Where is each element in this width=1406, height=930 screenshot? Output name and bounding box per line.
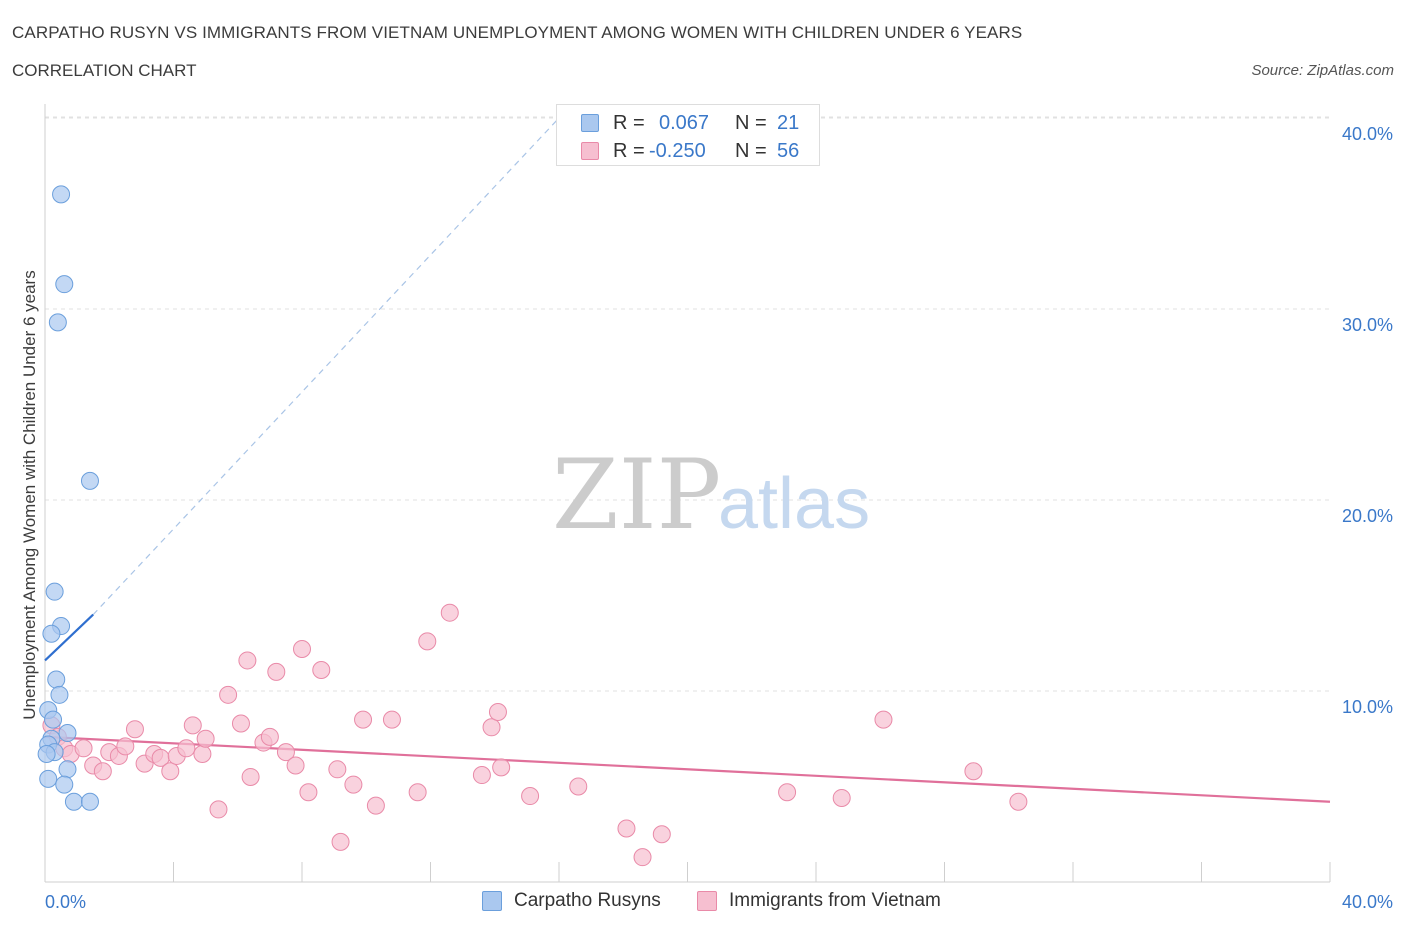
tick-labels: 10.0% 20.0% 30.0% 40.0% 0.0% 40.0% <box>45 124 1393 912</box>
chart-title: CARPATHO RUSYN VS IMMIGRANTS FROM VIETNA… <box>12 23 1023 42</box>
point-vietnam <box>382 710 401 729</box>
pink-swatch <box>697 891 717 911</box>
point-vietnam <box>260 727 279 746</box>
point-vietnam <box>440 603 459 622</box>
chart-subtitle: CORRELATION CHART <box>12 61 197 80</box>
pink-swatch <box>581 142 599 160</box>
point-vietnam <box>492 758 511 777</box>
point-vietnam <box>183 716 202 735</box>
r-label: R = <box>613 140 645 162</box>
point-vietnam <box>344 775 363 794</box>
point-vietnam <box>408 783 427 802</box>
point-carpatho <box>80 471 99 490</box>
r-label: R = <box>613 112 645 134</box>
point-vietnam <box>874 710 893 729</box>
n-value: 56 <box>777 140 800 162</box>
point-vietnam <box>116 737 135 756</box>
point-vietnam <box>652 825 671 844</box>
point-carpatho <box>80 792 99 811</box>
point-carpatho <box>42 624 61 643</box>
x-tick-label: 40.0% <box>1342 892 1393 912</box>
point-carpatho <box>47 670 66 689</box>
point-vietnam <box>293 639 311 658</box>
correlation-legend: R = 0.067 N = 21 R = -0.250 N = 56 <box>556 104 820 166</box>
point-vietnam <box>209 800 228 819</box>
point-carpatho <box>55 775 74 794</box>
point-vietnam <box>231 714 250 733</box>
r-value: 0.067 <box>659 112 710 134</box>
point-vietnam <box>219 685 238 704</box>
point-vietnam <box>617 819 636 838</box>
n-value: 21 <box>777 112 800 134</box>
point-carpatho <box>64 792 83 811</box>
point-vietnam <box>354 710 373 729</box>
point-carpatho <box>50 685 69 704</box>
source-credit: Source: ZipAtlas.com <box>1251 62 1394 79</box>
point-vietnam <box>299 783 318 802</box>
point-vietnam <box>238 651 257 670</box>
point-vietnam <box>418 632 437 651</box>
point-vietnam <box>276 743 295 762</box>
watermark-zip: ZIP <box>552 439 721 551</box>
point-carpatho <box>45 582 64 601</box>
point-vietnam <box>161 762 180 781</box>
legend-label: Carpatho Rusyns <box>514 890 661 911</box>
watermark: ZIP atlas <box>552 439 870 551</box>
grid-lines <box>45 116 1330 692</box>
trend-line-vietnam <box>44 735 1331 803</box>
point-vietnam <box>74 739 93 758</box>
legend-label: Immigrants from Vietnam <box>729 890 941 911</box>
point-vietnam <box>286 756 305 775</box>
x-tick-label: 0.0% <box>45 892 86 912</box>
point-carpatho <box>44 710 63 729</box>
y-tick-label: 40.0% <box>1342 124 1393 144</box>
y-tick-label: 30.0% <box>1342 315 1393 335</box>
point-vietnam <box>93 762 112 781</box>
point-carpatho <box>58 760 77 779</box>
point-vietnam <box>366 796 385 815</box>
point-vietnam <box>472 766 491 785</box>
y-axis-title: Unemployment Among Women with Children U… <box>20 270 39 720</box>
point-vietnam <box>569 777 588 796</box>
point-vietnam <box>331 832 350 851</box>
point-vietnam <box>196 729 215 748</box>
point-carpatho <box>48 313 67 332</box>
point-vietnam <box>267 662 286 681</box>
point-vietnam <box>482 718 501 737</box>
n-label: N = <box>735 112 767 134</box>
point-vietnam <box>328 760 347 779</box>
blue-swatch <box>482 891 502 911</box>
point-vietnam <box>177 739 196 758</box>
point-vietnam <box>193 745 212 764</box>
point-carpatho <box>55 275 74 294</box>
point-carpatho <box>37 745 56 764</box>
point-vietnam <box>125 720 144 739</box>
point-carpatho <box>39 769 58 788</box>
point-vietnam <box>241 767 260 786</box>
y-tick-label: 10.0% <box>1342 697 1393 717</box>
data-points <box>37 185 1028 867</box>
point-vietnam <box>964 762 983 781</box>
point-carpatho <box>58 724 77 743</box>
y-tick-label: 20.0% <box>1342 506 1393 526</box>
point-carpatho <box>52 185 71 204</box>
point-vietnam <box>488 703 507 722</box>
point-vietnam <box>778 783 797 802</box>
r-value: -0.250 <box>649 140 706 162</box>
point-vietnam <box>633 848 652 867</box>
point-vietnam <box>1009 792 1028 811</box>
blue-swatch <box>581 114 599 132</box>
n-label: N = <box>735 140 767 162</box>
trend-line-carpatho-extension <box>92 117 560 616</box>
point-vietnam <box>312 660 331 679</box>
trend-line-carpatho <box>44 613 94 662</box>
watermark-atlas: atlas <box>718 464 870 544</box>
point-vietnam <box>521 787 540 806</box>
point-vietnam <box>832 788 851 807</box>
